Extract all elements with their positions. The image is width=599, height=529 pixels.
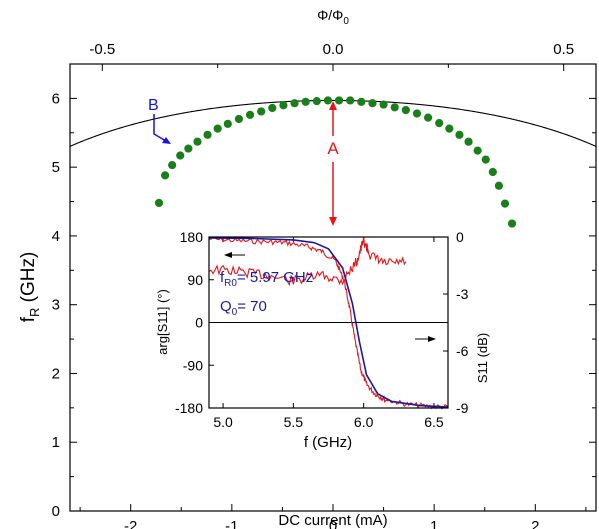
data-point [494,181,503,190]
y-tick-label: 2 [52,365,60,382]
data-point [423,113,433,122]
annotation-a-arrowhead-up [329,101,337,110]
data-point [445,124,454,133]
main-marks: -2 -1 0 1 2 0 1 2 3 4 5 6 -0.5 0.0 0.5 [52,41,597,529]
inset-y-tick-label: 90 [187,272,203,288]
top-tick-label: -0.5 [89,41,115,58]
data-point [473,146,482,155]
data-point [346,96,355,105]
inset-magnitude-series [208,236,407,287]
top-tick-label: 0.5 [553,41,574,58]
inset-plot: 5.0 5.5 6.0 6.5 180 90 0 -90 -180 0 -3 -6 -9 arg[S11… [155,229,490,451]
data-point [481,155,490,164]
y-tick-label: 3 [52,297,60,314]
annotation-a-label: A [327,139,339,158]
data-point [268,103,277,113]
y-tick-label: 0 [52,503,60,520]
inset-y-tick-label: 180 [180,229,204,245]
data-point [455,130,464,139]
data-point [257,107,266,116]
y-tick-label: 6 [52,90,60,107]
data-point [213,124,222,133]
y-tick-label: 4 [52,228,60,245]
data-point [435,119,444,128]
inset-fr0-text: fR0= 5.97 GHz [220,269,313,289]
inset-y-tick-label: 0 [195,315,203,331]
inset-phase-series [208,236,449,410]
inset-y2-axis-label: S11 (dB) [475,333,490,383]
data-point [160,171,170,180]
data-point [193,137,202,146]
inset-y2-tick-label: -3 [456,286,469,302]
top-tick-label: 0.0 [323,41,344,58]
inset-x-axis-label: f (GHz) [304,434,352,451]
y-axis-label: fR (GHz) [18,252,42,323]
data-point [379,100,388,109]
x-tick-label: 2 [531,518,539,529]
annotation-b-arrow [153,114,167,142]
data-point [412,109,422,118]
data-point [500,199,510,208]
inset-plot-frame [208,236,449,409]
data-point [168,160,177,170]
x-tick-label: 1 [430,518,438,529]
data-point [223,119,232,128]
data-point [154,198,164,208]
y-tick-label: 1 [52,434,60,451]
inset-q0-text: Q0= 70 [220,298,267,318]
data-point [357,97,366,106]
inset-y-tick-label: -180 [175,400,203,416]
inset-x-tick-label: 5.5 [284,414,304,430]
inset-y2-tick-label: 0 [456,229,464,245]
main-plot: -2 -1 0 1 2 0 1 2 3 4 5 6 -0.5 0.0 0.5 fR (GHz) DC cur… [18,7,597,529]
data-point [507,219,517,228]
data-point [176,151,185,160]
data-point [368,99,377,108]
data-point [401,105,410,115]
inset-x-tick-label: 6.5 [424,414,444,430]
data-point [290,99,299,108]
data-point [464,137,473,146]
data-point [323,96,333,105]
data-point [312,97,321,106]
data-point [488,167,497,177]
inset-y2-tick-label: -6 [456,343,469,359]
data-point [203,130,212,139]
x-axis-label: DC current (mA) [278,512,387,529]
data-point [301,97,310,106]
data-point [184,144,193,153]
annotation-b-label: B [148,97,159,114]
data-point [279,101,288,110]
inset-right-axis-arrowhead [428,336,436,342]
inset-y2-tick-label: -9 [456,400,469,416]
data-point [334,96,344,105]
inset-fit-series [208,237,449,408]
y-tick-label: 5 [52,159,60,176]
inset-left-axis-arrowhead [224,252,232,258]
annotation-a-arrowhead-down [329,217,337,226]
annotation-b-arrowhead [162,137,171,144]
top-axis-label: Φ/Φ0 [317,7,349,27]
inset-x-tick-label: 5.0 [213,414,233,430]
x-tick-label: -1 [225,518,238,529]
data-point [245,110,255,119]
x-tick-label: 0 [329,518,337,529]
x-tick-label: -2 [124,518,137,529]
data-point [234,114,244,124]
inset-x-tick-label: 6.0 [354,414,374,430]
fit-curve [69,99,597,147]
inset-y-tick-label: -90 [183,357,203,373]
inset-y-axis-label: arg[S11] (°) [155,289,170,355]
data-point [390,103,399,112]
